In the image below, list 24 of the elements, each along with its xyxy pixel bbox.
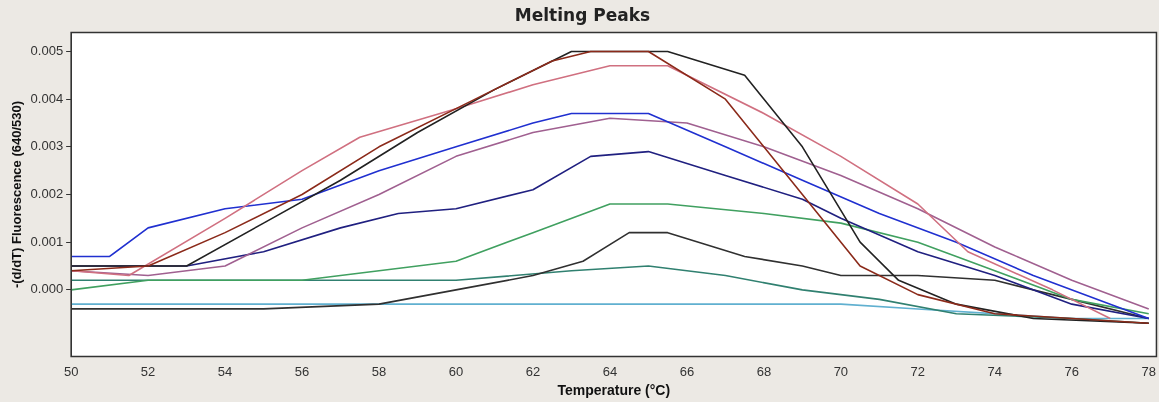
y-tick-label: 0.003 xyxy=(30,138,64,154)
x-tick-label: 56 xyxy=(294,363,310,379)
x-tick-label: 76 xyxy=(1064,363,1080,379)
x-tick-label: 60 xyxy=(448,363,464,379)
x-tick-label: 54 xyxy=(217,363,233,379)
y-axis-title: -(d/dT) Fluorescence (640/530) xyxy=(9,100,25,289)
y-tick-label: 0.005 xyxy=(30,43,64,59)
y-tick-label: 0.000 xyxy=(30,281,64,297)
x-tick-label: 68 xyxy=(756,363,772,379)
x-tick-label: 74 xyxy=(987,363,1003,379)
y-tick-label: 0.001 xyxy=(30,233,64,249)
x-tick-label: 78 xyxy=(1141,363,1156,379)
x-tick-label: 58 xyxy=(371,363,387,379)
x-tick-label: 72 xyxy=(910,363,926,379)
y-tick-label: 0.002 xyxy=(30,186,64,202)
x-tick-label: 64 xyxy=(602,363,618,379)
x-tick-label: 62 xyxy=(525,363,541,379)
x-axis-title: Temperature (°C) xyxy=(557,382,671,399)
y-tick-label: 0.004 xyxy=(30,90,64,106)
x-tick-label: 66 xyxy=(679,363,695,379)
x-tick-label: 52 xyxy=(140,363,156,379)
chart-title: Melting Peaks xyxy=(514,4,651,25)
x-tick-label: 70 xyxy=(833,363,849,379)
x-tick-label: 50 xyxy=(63,363,79,379)
